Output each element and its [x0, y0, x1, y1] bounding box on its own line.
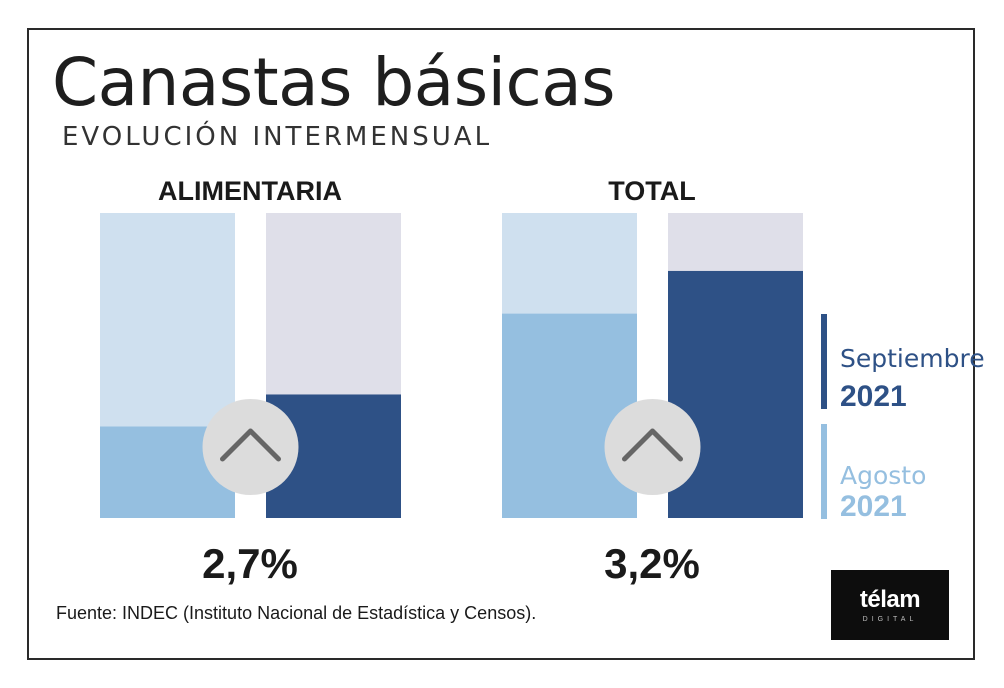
- chart-title-total: TOTAL: [608, 176, 696, 206]
- legend-label-september: Septiembre: [840, 344, 985, 373]
- legend-swatch-agosto: [821, 424, 827, 519]
- bar-agosto-total: [502, 313, 637, 518]
- legend-swatch-september: [821, 314, 827, 409]
- source-note: Fuente: INDEC (Instituto Nacional de Est…: [56, 603, 537, 623]
- bar-septiembre-total: [668, 270, 803, 518]
- page-subtitle: EVOLUCIÓN INTERMENSUAL: [62, 122, 493, 152]
- page-title: Canastas básicas: [52, 44, 616, 121]
- infographic-frame: [27, 28, 975, 660]
- legend-year-september: 2021: [840, 380, 907, 413]
- headline-alimentaria: 2,7%: [202, 540, 298, 587]
- chart-title-alimentaria: ALIMENTARIA: [158, 176, 342, 206]
- up-chevron-icon: [622, 428, 683, 462]
- up-chevron-icon: [220, 428, 281, 462]
- legend-label-agosto: Agosto: [840, 461, 927, 490]
- logo-subtitle: DIGITAL: [862, 616, 918, 623]
- headline-total: 3,2%: [604, 540, 700, 587]
- up-circle-alimentaria: [202, 399, 299, 495]
- up-circle-total: [604, 399, 701, 495]
- legend-year-agosto: 2021: [840, 490, 907, 523]
- logo-wordmark: télam: [859, 586, 921, 613]
- telam-logo: télam DIGITAL: [831, 570, 949, 640]
